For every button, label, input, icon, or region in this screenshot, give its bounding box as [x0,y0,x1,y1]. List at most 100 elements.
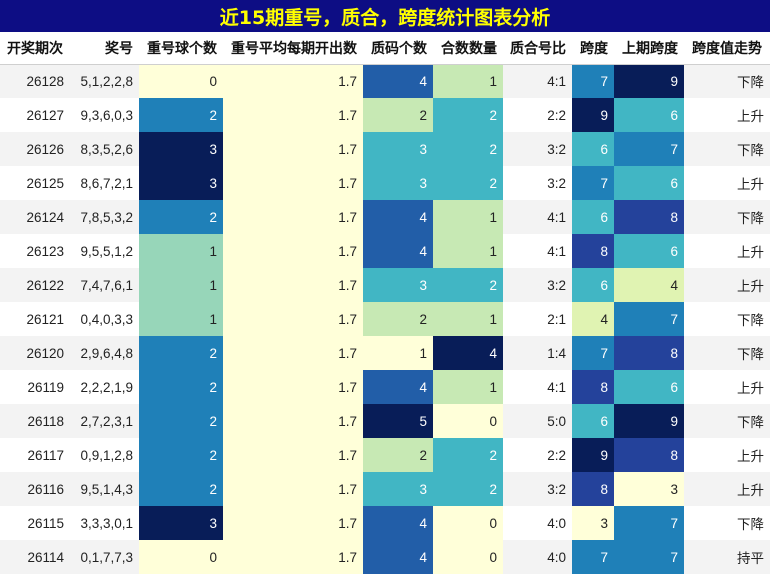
prime-count-cell: 4 [363,200,433,234]
table-row: 26122 7,4,7,6,1 1 1.7 3 2 3:2 6 4 上升 [0,268,770,302]
prev-span-cell: 7 [614,540,684,574]
repeat-count-cell: 2 [139,370,223,404]
table-row: 26124 7,8,5,3,2 2 1.7 4 1 4:1 6 8 下降 [0,200,770,234]
repeat-average-cell: 1.7 [223,200,363,234]
prev-span-cell: 7 [614,302,684,336]
composite-count-cell: 1 [433,234,503,268]
prime-count-cell: 2 [363,98,433,132]
repeat-average-cell: 1.7 [223,302,363,336]
period-cell: 26116 [0,472,70,506]
repeat-count-cell: 2 [139,98,223,132]
period-cell: 26117 [0,438,70,472]
prev-span-cell: 8 [614,438,684,472]
span-trend-cell: 下降 [684,336,770,370]
span-cell: 8 [572,234,614,268]
period-cell: 26120 [0,336,70,370]
prev-span-cell: 6 [614,98,684,132]
header-prev-span: 上期跨度 [614,32,684,64]
prime-composite-ratio-cell: 3:2 [503,472,572,506]
numbers-cell: 8,3,5,2,6 [70,132,139,166]
composite-count-cell: 2 [433,472,503,506]
prime-count-cell: 3 [363,268,433,302]
period-cell: 26123 [0,234,70,268]
span-cell: 6 [572,404,614,438]
repeat-average-cell: 1.7 [223,98,363,132]
numbers-cell: 7,4,7,6,1 [70,268,139,302]
prime-count-cell: 3 [363,132,433,166]
span-cell: 8 [572,370,614,404]
span-cell: 9 [572,98,614,132]
prime-count-cell: 4 [363,64,433,98]
prime-composite-ratio-cell: 1:4 [503,336,572,370]
repeat-count-cell: 2 [139,336,223,370]
span-trend-cell: 上升 [684,268,770,302]
repeat-count-cell: 2 [139,200,223,234]
prev-span-cell: 4 [614,268,684,302]
numbers-cell: 8,6,7,2,1 [70,166,139,200]
span-trend-cell: 下降 [684,132,770,166]
numbers-cell: 9,5,1,4,3 [70,472,139,506]
prime-composite-ratio-cell: 4:0 [503,540,572,574]
repeat-average-cell: 1.7 [223,472,363,506]
span-trend-cell: 下降 [684,64,770,98]
prime-composite-ratio-cell: 4:1 [503,200,572,234]
composite-count-cell: 0 [433,404,503,438]
prev-span-cell: 8 [614,336,684,370]
prime-composite-ratio-cell: 3:2 [503,268,572,302]
composite-count-cell: 1 [433,200,503,234]
header-avg: 重号平均每期开出数 [223,32,363,64]
composite-count-cell: 2 [433,268,503,302]
repeat-count-cell: 2 [139,438,223,472]
repeat-count-cell: 3 [139,132,223,166]
header-composite: 合数数量 [433,32,503,64]
numbers-cell: 9,5,5,1,2 [70,234,139,268]
prime-count-cell: 5 [363,404,433,438]
repeat-average-cell: 1.7 [223,132,363,166]
header-span: 跨度 [572,32,614,64]
prime-count-cell: 1 [363,336,433,370]
period-cell: 26127 [0,98,70,132]
table-row: 26125 8,6,7,2,1 3 1.7 3 2 3:2 7 6 上升 [0,166,770,200]
prev-span-cell: 6 [614,166,684,200]
period-cell: 26124 [0,200,70,234]
prime-composite-ratio-cell: 4:1 [503,64,572,98]
header-repeat: 重号球个数 [139,32,223,64]
prime-count-cell: 2 [363,302,433,336]
prime-count-cell: 4 [363,370,433,404]
repeat-count-cell: 1 [139,302,223,336]
repeat-average-cell: 1.7 [223,234,363,268]
span-cell: 6 [572,132,614,166]
span-cell: 7 [572,166,614,200]
repeat-count-cell: 2 [139,404,223,438]
repeat-average-cell: 1.7 [223,370,363,404]
prime-composite-ratio-cell: 4:1 [503,234,572,268]
composite-count-cell: 2 [433,98,503,132]
header-period: 开奖期次 [0,32,70,64]
table-row: 26128 5,1,2,2,8 0 1.7 4 1 4:1 7 9 下降 [0,64,770,98]
composite-count-cell: 4 [433,336,503,370]
prime-composite-ratio-cell: 4:1 [503,370,572,404]
numbers-cell: 3,3,3,0,1 [70,506,139,540]
repeat-count-cell: 3 [139,166,223,200]
table-row: 26118 2,7,2,3,1 2 1.7 5 0 5:0 6 9 下降 [0,404,770,438]
prime-composite-ratio-cell: 3:2 [503,132,572,166]
span-cell: 7 [572,64,614,98]
span-trend-cell: 上升 [684,234,770,268]
span-trend-cell: 上升 [684,370,770,404]
numbers-cell: 7,8,5,3,2 [70,200,139,234]
header-ratio: 质合号比 [503,32,572,64]
prev-span-cell: 9 [614,404,684,438]
repeat-count-cell: 1 [139,268,223,302]
table-row: 26119 2,2,2,1,9 2 1.7 4 1 4:1 8 6 上升 [0,370,770,404]
table-row: 26121 0,4,0,3,3 1 1.7 2 1 2:1 4 7 下降 [0,302,770,336]
span-cell: 4 [572,302,614,336]
span-trend-cell: 下降 [684,302,770,336]
span-trend-cell: 下降 [684,200,770,234]
prime-count-cell: 4 [363,506,433,540]
prev-span-cell: 7 [614,132,684,166]
numbers-cell: 2,9,6,4,8 [70,336,139,370]
table-body: 26128 5,1,2,2,8 0 1.7 4 1 4:1 7 9 下降 26127 9,3,6,0,… [0,64,770,574]
prime-composite-ratio-cell: 2:2 [503,438,572,472]
prev-span-cell: 7 [614,506,684,540]
prime-composite-ratio-cell: 2:2 [503,98,572,132]
